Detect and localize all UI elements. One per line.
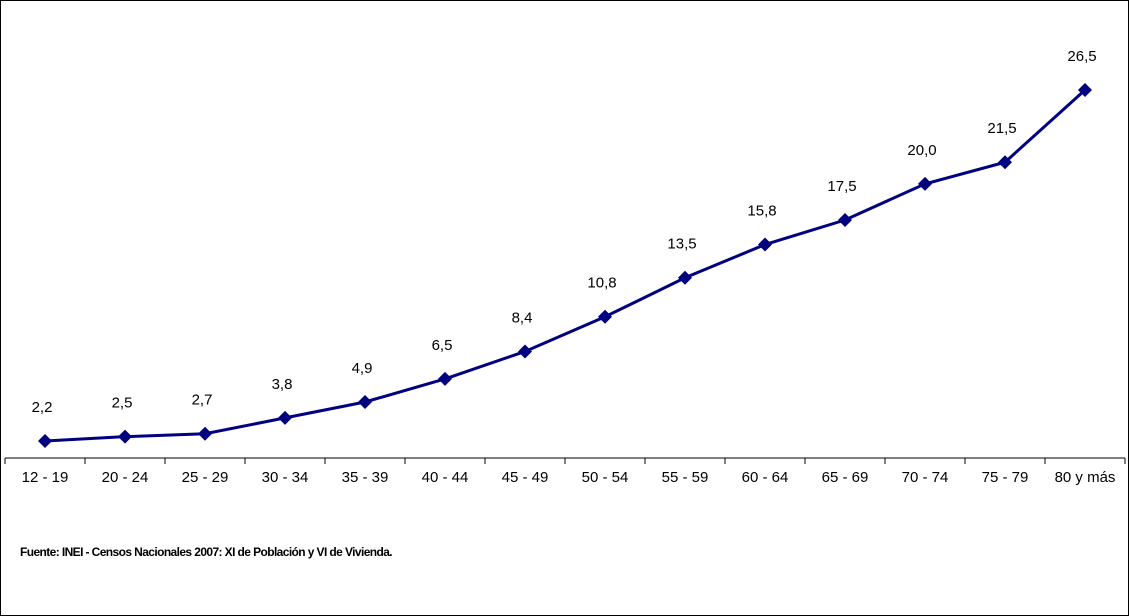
x-tick-label: 30 - 34 xyxy=(262,469,309,486)
x-tick-label: 80 y más xyxy=(1055,469,1116,486)
x-tick-label: 70 - 74 xyxy=(902,469,949,486)
data-label: 3,8 xyxy=(272,376,293,393)
x-tick-label: 25 - 29 xyxy=(182,469,229,486)
data-label: 2,2 xyxy=(32,399,53,416)
source-note: Fuente: INEI - Censos Nacionales 2007: X… xyxy=(20,545,392,559)
x-tick-label: 55 - 59 xyxy=(662,469,709,486)
data-point xyxy=(678,270,692,285)
data-point xyxy=(438,371,452,386)
data-point xyxy=(198,426,212,441)
x-tick-label: 50 - 54 xyxy=(582,469,629,486)
data-label: 13,5 xyxy=(667,236,696,253)
data-label: 2,7 xyxy=(192,392,213,409)
data-label: 2,5 xyxy=(112,395,133,412)
x-tick-label: 45 - 49 xyxy=(502,469,549,486)
data-point xyxy=(118,429,132,444)
data-point xyxy=(998,155,1012,170)
data-label: 20,0 xyxy=(907,142,936,159)
data-point xyxy=(358,395,372,409)
data-label: 26,5 xyxy=(1067,48,1096,65)
data-label: 21,5 xyxy=(987,120,1016,137)
series-line xyxy=(44,88,1087,443)
data-point xyxy=(598,309,612,324)
data-point xyxy=(918,176,932,191)
data-label: 4,9 xyxy=(352,360,373,377)
x-tick-label: 35 - 39 xyxy=(342,469,389,486)
x-tick-label: 65 - 69 xyxy=(822,469,869,486)
data-point xyxy=(758,237,772,252)
data-label: 8,4 xyxy=(512,309,533,326)
data-label: 6,5 xyxy=(432,337,453,354)
data-point xyxy=(1078,83,1092,97)
data-point xyxy=(38,434,52,448)
data-label: 17,5 xyxy=(827,178,856,195)
x-tick-label: 20 - 24 xyxy=(102,469,149,486)
data-point xyxy=(838,213,852,227)
data-label: 15,8 xyxy=(747,203,776,220)
data-point xyxy=(518,344,532,359)
data-label: 10,8 xyxy=(587,275,616,292)
x-tick-label: 12 - 19 xyxy=(22,469,69,486)
data-point xyxy=(278,410,292,425)
x-tick-label: 40 - 44 xyxy=(422,469,469,486)
x-tick-label: 60 - 64 xyxy=(742,469,789,486)
x-tick-label: 75 - 79 xyxy=(982,469,1029,486)
